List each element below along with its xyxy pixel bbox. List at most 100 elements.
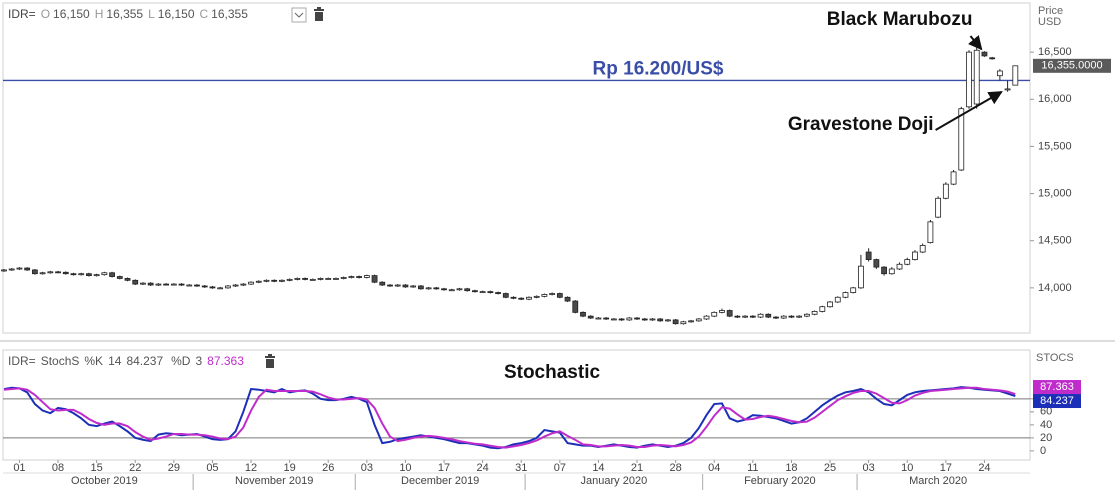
candle-body <box>719 310 725 313</box>
candle-body <box>749 315 756 318</box>
candle-body <box>387 284 393 287</box>
stoch-line <box>3 386 1016 449</box>
x-tick-label: 19 <box>284 462 296 474</box>
candle-body <box>665 319 671 322</box>
candle-body <box>811 311 818 315</box>
x-tick-label: 01 <box>13 462 25 474</box>
candle-body <box>356 276 363 278</box>
y-axis-title: Price <box>1038 5 1063 17</box>
header-key: O <box>41 7 50 21</box>
candle-body <box>340 277 347 279</box>
candle-body <box>657 318 664 322</box>
candle-body <box>757 313 764 318</box>
candle-body <box>441 288 447 291</box>
candle-body <box>325 278 332 280</box>
candle-body <box>116 276 123 279</box>
month-label: March 2020 <box>909 475 967 487</box>
dropdown-button[interactable] <box>291 7 307 23</box>
candle-body <box>966 51 972 108</box>
candle-body <box>302 278 308 280</box>
delete-icon[interactable] <box>314 7 324 21</box>
candle-body <box>109 272 115 277</box>
candle-body <box>271 279 278 282</box>
candle-body <box>24 267 31 271</box>
candle-body <box>263 279 270 282</box>
x-tick-label: 17 <box>438 462 450 474</box>
panel-title: Stochastic <box>504 362 601 383</box>
last-value-label: 87.363 <box>1040 381 1074 393</box>
candle-body <box>62 271 69 275</box>
candle-body <box>433 287 440 290</box>
candle-body <box>294 278 301 280</box>
y-axis-title: STOCS <box>1036 352 1074 364</box>
x-tick-label: 22 <box>129 462 141 474</box>
x-tick-label: 28 <box>670 462 682 474</box>
candle-body <box>996 70 1003 77</box>
candle-body <box>39 272 46 275</box>
candle-body <box>479 291 486 294</box>
header-key: C <box>200 7 209 21</box>
candle-body <box>950 171 957 185</box>
candle-body <box>865 251 872 260</box>
candle-body <box>487 291 494 294</box>
x-tick-label: 03 <box>863 462 875 474</box>
x-tick-label: 05 <box>206 462 218 474</box>
legend-name: %K <box>84 354 103 368</box>
legend-period: 14 <box>108 354 122 368</box>
legend-value: 84.237 <box>126 354 163 368</box>
reference-label: Rp 16.200/US$ <box>593 58 724 79</box>
last-value-tag <box>1033 380 1081 395</box>
y-tick-label: 16,000 <box>1038 93 1072 105</box>
month-label: December 2019 <box>401 475 479 487</box>
candle-body <box>16 267 23 270</box>
candle-body <box>973 49 980 105</box>
candle-body <box>394 284 401 287</box>
candle-body <box>201 285 208 288</box>
x-tick-label: 29 <box>168 462 180 474</box>
x-tick-label: 14 <box>592 462 604 474</box>
candle-body <box>989 57 996 60</box>
legend-name: %D <box>171 354 191 368</box>
delete-icon[interactable] <box>265 354 275 368</box>
candle-body <box>1 269 7 272</box>
candle-body <box>464 288 471 292</box>
candle-body <box>634 317 640 320</box>
candle-body <box>309 278 316 281</box>
candle-body <box>163 283 170 286</box>
candle-body <box>711 311 718 317</box>
candle-body <box>232 284 239 287</box>
y-axis-title: USD <box>1038 16 1061 28</box>
candle-body <box>510 296 517 299</box>
candle-body <box>170 283 177 286</box>
candle-body <box>927 221 934 244</box>
last-price-label: 16,355.0000 <box>1041 60 1102 72</box>
candle-body <box>348 276 355 278</box>
candle-body <box>101 272 108 276</box>
candle-body <box>279 279 285 282</box>
x-tick-label: 12 <box>245 462 257 474</box>
x-tick-label: 10 <box>901 462 913 474</box>
candle-body <box>850 287 857 293</box>
candle-body <box>780 315 787 319</box>
candle-body <box>240 283 247 286</box>
candle-body <box>626 317 633 321</box>
candle-body <box>186 284 193 287</box>
candle-body <box>803 313 810 317</box>
candle-body <box>363 275 370 278</box>
candle-body <box>587 315 594 319</box>
candle-body <box>564 296 571 302</box>
annotation-arrow <box>967 35 983 51</box>
candle-body <box>610 318 617 321</box>
candle-body <box>773 316 779 319</box>
candle-body <box>580 311 586 317</box>
candle-body <box>1004 88 1011 91</box>
y-tick-label: 40 <box>1040 419 1052 431</box>
candle-body <box>502 293 509 298</box>
candle-body <box>742 315 749 318</box>
candle-body <box>958 108 965 171</box>
candle-body <box>410 285 417 288</box>
candle-body <box>919 245 926 253</box>
candle-body <box>680 321 687 325</box>
